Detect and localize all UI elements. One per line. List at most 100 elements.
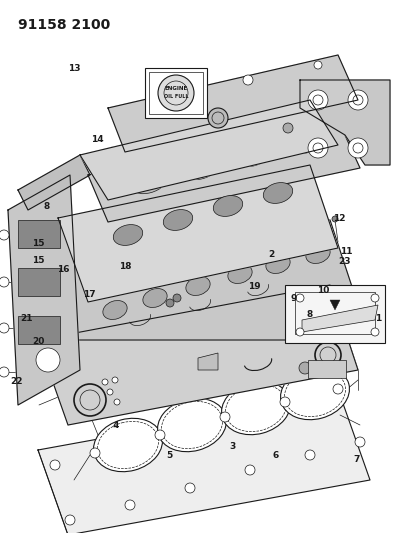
Circle shape [348, 90, 368, 110]
Text: 8: 8 [43, 203, 50, 211]
Text: 7: 7 [353, 455, 360, 464]
Circle shape [308, 90, 328, 110]
Text: 91158 2100: 91158 2100 [18, 18, 110, 32]
Circle shape [125, 500, 135, 510]
Circle shape [0, 230, 9, 240]
Bar [18, 220, 60, 248]
Bar [295, 292, 375, 334]
Text: 20: 20 [32, 337, 45, 345]
Circle shape [172, 256, 178, 262]
Circle shape [308, 138, 328, 158]
Ellipse shape [143, 288, 167, 308]
Circle shape [292, 226, 298, 232]
Polygon shape [38, 285, 358, 425]
Text: ENGINE: ENGINE [164, 86, 188, 92]
Ellipse shape [93, 418, 162, 472]
Circle shape [114, 399, 120, 405]
Ellipse shape [113, 224, 143, 245]
Circle shape [371, 294, 379, 302]
Ellipse shape [103, 301, 127, 319]
Bar [18, 268, 60, 296]
Bar [18, 316, 60, 344]
Circle shape [348, 138, 368, 158]
Circle shape [65, 515, 75, 525]
Polygon shape [58, 165, 338, 302]
Ellipse shape [158, 398, 227, 451]
Ellipse shape [129, 170, 167, 193]
Circle shape [220, 412, 230, 422]
Circle shape [107, 389, 113, 395]
Circle shape [245, 465, 255, 475]
Text: 4: 4 [113, 421, 119, 430]
Circle shape [89, 282, 95, 288]
Ellipse shape [233, 143, 271, 167]
Text: 2: 2 [269, 251, 275, 259]
Circle shape [155, 430, 165, 440]
Circle shape [252, 236, 258, 242]
Text: 1: 1 [375, 314, 381, 323]
Circle shape [280, 397, 290, 407]
Text: 15: 15 [32, 256, 45, 264]
Circle shape [102, 379, 108, 385]
Text: 12: 12 [333, 214, 346, 223]
Text: 6: 6 [273, 451, 279, 460]
Circle shape [296, 294, 304, 302]
Circle shape [36, 348, 60, 372]
Bar [308, 360, 346, 378]
Polygon shape [80, 100, 338, 200]
Ellipse shape [221, 381, 290, 435]
Ellipse shape [306, 245, 330, 263]
Text: 17: 17 [84, 290, 96, 298]
Text: 19: 19 [248, 282, 260, 291]
Polygon shape [300, 80, 390, 165]
Ellipse shape [286, 130, 323, 154]
Text: 10: 10 [317, 286, 329, 295]
Text: OIL FULL: OIL FULL [164, 93, 188, 99]
Circle shape [299, 362, 311, 374]
Text: 11: 11 [340, 247, 352, 256]
Ellipse shape [213, 196, 243, 216]
Circle shape [129, 269, 135, 275]
Polygon shape [330, 300, 340, 310]
Circle shape [0, 323, 9, 333]
Polygon shape [38, 220, 358, 340]
Circle shape [288, 328, 302, 342]
Circle shape [50, 460, 60, 470]
Ellipse shape [266, 255, 290, 273]
Circle shape [166, 299, 174, 307]
Polygon shape [198, 353, 218, 370]
Text: 8: 8 [306, 310, 312, 319]
Bar [149, 72, 203, 114]
Text: 5: 5 [166, 451, 173, 460]
Circle shape [371, 328, 379, 336]
Circle shape [0, 277, 9, 287]
Text: 21: 21 [20, 314, 33, 323]
Circle shape [212, 246, 218, 252]
Circle shape [158, 75, 194, 111]
Ellipse shape [163, 209, 193, 230]
Text: 22: 22 [10, 377, 23, 385]
Bar [145, 68, 207, 118]
Text: 15: 15 [32, 239, 45, 247]
Polygon shape [88, 120, 360, 222]
Text: 3: 3 [229, 442, 236, 451]
Ellipse shape [281, 366, 349, 419]
Circle shape [112, 377, 118, 383]
Ellipse shape [186, 277, 210, 295]
Ellipse shape [228, 264, 252, 284]
Circle shape [314, 61, 322, 69]
Text: 9: 9 [290, 294, 297, 303]
Text: 18: 18 [119, 262, 132, 271]
Ellipse shape [181, 156, 219, 180]
Text: 13: 13 [68, 64, 80, 72]
Circle shape [333, 384, 343, 394]
Polygon shape [8, 175, 80, 405]
Circle shape [90, 448, 100, 458]
Circle shape [243, 75, 253, 85]
Text: 23: 23 [338, 257, 351, 265]
Circle shape [30, 342, 66, 378]
Circle shape [208, 108, 228, 128]
Text: 14: 14 [91, 135, 104, 144]
Polygon shape [18, 155, 90, 210]
Polygon shape [38, 395, 370, 533]
